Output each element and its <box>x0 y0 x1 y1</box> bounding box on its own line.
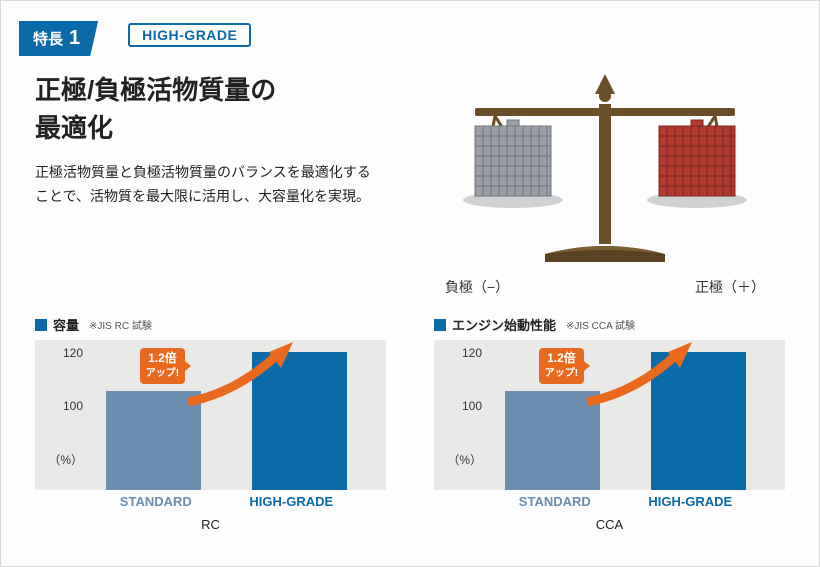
chart-legend: 容量 ※JIS RC 試験 <box>35 315 386 334</box>
x-labels: STANDARD HIGH-GRADE <box>35 490 386 509</box>
x-labels: STANDARD HIGH-GRADE <box>434 490 785 509</box>
x-axis-title: CCA <box>434 517 785 532</box>
chart-legend: エンジン始動性能 ※JIS CCA 試験 <box>434 315 785 334</box>
bars-group: 1.2倍 アップ! <box>91 340 362 490</box>
grade-tag: HIGH-GRADE <box>128 23 251 47</box>
charts-row: 容量 ※JIS RC 試験 120 100 （%） 1.2倍 アップ! <box>1 297 819 532</box>
y-tick: 100 <box>35 399 83 413</box>
y-tick: 120 <box>35 346 83 360</box>
bar-high-grade <box>252 352 347 490</box>
legend-subtitle: ※JIS RC 試験 <box>89 317 152 332</box>
x-label-standard: STANDARD <box>120 494 192 509</box>
bars-group: 1.2倍 アップ! <box>490 340 761 490</box>
increase-badge: 1.2倍 アップ! <box>539 348 584 384</box>
x-axis-title: RC <box>35 517 386 532</box>
negative-label: 負極（−） <box>445 277 509 297</box>
positive-plate-icon <box>659 120 735 196</box>
bar-high-grade <box>651 352 746 490</box>
legend-square-icon <box>35 319 47 331</box>
x-label-standard: STANDARD <box>519 494 591 509</box>
scale-icon <box>425 66 785 266</box>
main-row: 正極/負極活物質量の 最適化 正極活物質量と負極活物質量のバランスを最適化するこ… <box>1 56 819 297</box>
y-tick: 120 <box>434 346 482 360</box>
legend-subtitle: ※JIS CCA 試験 <box>566 317 635 332</box>
badge-line-2: アップ! <box>146 368 179 379</box>
y-unit: （%） <box>434 451 482 468</box>
bar-standard <box>505 391 600 490</box>
feature-number: 1 <box>69 27 80 50</box>
y-axis: 120 100 （%） <box>35 340 91 490</box>
negative-plate-icon <box>475 120 551 196</box>
increase-badge: 1.2倍 アップ! <box>140 348 185 384</box>
title-line-1: 正極/負極活物質量の <box>35 75 276 105</box>
feature-badge: 特長 1 <box>19 21 98 56</box>
y-tick: 100 <box>434 399 482 413</box>
y-unit: （%） <box>35 451 83 468</box>
section-description: 正極活物質量と負極活物質量のバランスを最適化することで、活物質を最大限に活用し、… <box>35 161 375 209</box>
badge-line-1: 1.2倍 <box>148 351 177 365</box>
x-label-high-grade: HIGH-GRADE <box>249 494 333 509</box>
positive-label: 正極（＋） <box>695 277 765 297</box>
text-column: 正極/負極活物質量の 最適化 正極活物質量と負極活物質量のバランスを最適化するこ… <box>35 66 415 297</box>
badge-line-1: 1.2倍 <box>547 351 576 365</box>
scale-labels: 負極（−） 正極（＋） <box>415 277 795 297</box>
capacity-chart: 容量 ※JIS RC 試験 120 100 （%） 1.2倍 アップ! <box>35 315 386 532</box>
starting-performance-chart: エンジン始動性能 ※JIS CCA 試験 120 100 （%） 1.2倍 アッ… <box>434 315 785 532</box>
y-axis: 120 100 （%） <box>434 340 490 490</box>
legend-title: 容量 <box>53 315 79 334</box>
legend-title: エンジン始動性能 <box>452 315 556 334</box>
feature-card: 特長 1 HIGH-GRADE 正極/負極活物質量の 最適化 正極活物質量と負極… <box>0 0 820 567</box>
title-line-2: 最適化 <box>35 113 113 143</box>
section-title: 正極/負極活物質量の 最適化 <box>35 72 415 147</box>
balance-scale-illustration: 負極（−） 正極（＋） <box>415 66 795 297</box>
header-row: 特長 1 HIGH-GRADE <box>1 1 819 56</box>
legend-square-icon <box>434 319 446 331</box>
bar-standard <box>106 391 201 490</box>
badge-line-2: アップ! <box>545 368 578 379</box>
x-label-high-grade: HIGH-GRADE <box>648 494 732 509</box>
chart-area: 120 100 （%） 1.2倍 アップ! <box>35 340 386 490</box>
feature-label: 特長 <box>33 28 63 49</box>
chart-area: 120 100 （%） 1.2倍 アップ! <box>434 340 785 490</box>
